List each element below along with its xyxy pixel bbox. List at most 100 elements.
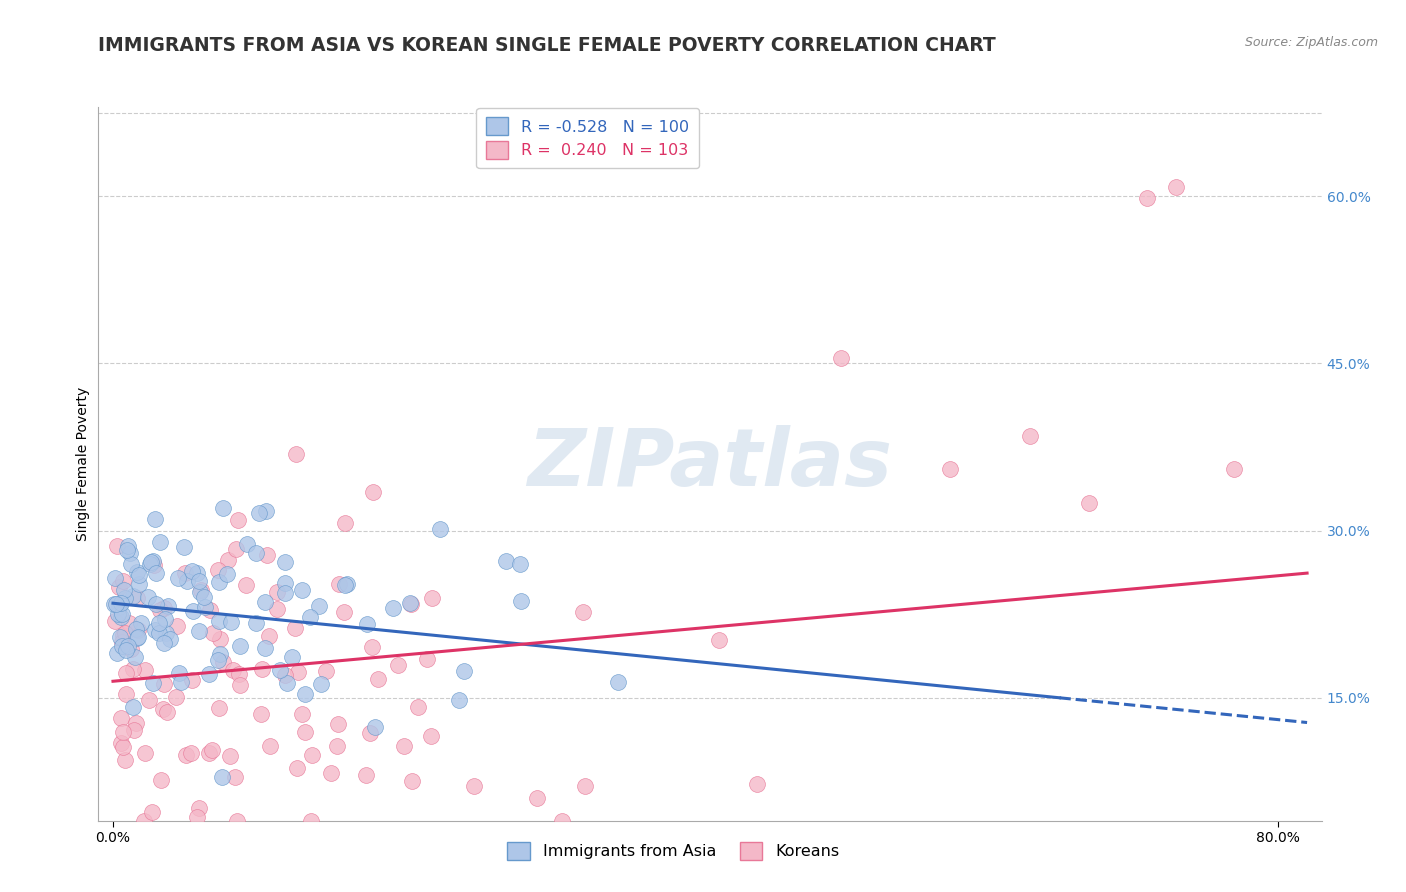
Text: ZIPatlas: ZIPatlas: [527, 425, 893, 503]
Point: [134, 663, 156, 677]
Point: [274, 668, 297, 682]
Point: [167, 571, 190, 585]
Point: [207, 653, 229, 667]
Point: [104, 597, 127, 611]
Text: Source: ZipAtlas.com: Source: ZipAtlas.com: [1244, 36, 1378, 49]
Point: [122, 723, 145, 738]
Point: [328, 577, 350, 591]
Point: [201, 743, 224, 757]
Point: [202, 625, 225, 640]
Point: [247, 506, 270, 520]
Point: [209, 647, 232, 661]
Point: [215, 566, 238, 581]
Point: [124, 649, 146, 664]
Point: [141, 805, 163, 820]
Point: [333, 605, 356, 619]
Point: [105, 539, 128, 553]
Point: [104, 571, 127, 585]
Point: [256, 548, 278, 562]
Point: [254, 595, 277, 609]
Point: [830, 351, 852, 365]
Point: [207, 563, 229, 577]
Point: [401, 774, 423, 789]
Point: [1136, 192, 1159, 206]
Point: [266, 585, 288, 599]
Point: [125, 566, 148, 580]
Point: [367, 673, 389, 687]
Point: [285, 761, 308, 775]
Point: [284, 621, 307, 635]
Point: [207, 701, 229, 715]
Point: [136, 590, 159, 604]
Point: [269, 664, 291, 678]
Point: [266, 602, 288, 616]
Point: [209, 632, 232, 647]
Point: [128, 576, 150, 591]
Point: [1164, 180, 1187, 194]
Point: [155, 625, 177, 640]
Point: [111, 607, 134, 622]
Point: [218, 749, 240, 764]
Point: [159, 632, 181, 646]
Point: [301, 748, 323, 763]
Point: [298, 610, 321, 624]
Point: [217, 553, 239, 567]
Point: [249, 706, 271, 721]
Point: [125, 591, 148, 606]
Point: [111, 739, 134, 754]
Point: [572, 605, 595, 619]
Point: [294, 687, 316, 701]
Point: [107, 580, 129, 594]
Point: [285, 447, 308, 461]
Point: [228, 678, 250, 692]
Point: [321, 765, 343, 780]
Point: [148, 616, 170, 631]
Point: [143, 512, 166, 526]
Point: [181, 604, 204, 618]
Point: [208, 615, 231, 629]
Point: [127, 623, 149, 637]
Point: [108, 630, 131, 644]
Point: [415, 652, 437, 666]
Point: [356, 616, 378, 631]
Point: [169, 675, 191, 690]
Point: [745, 777, 768, 791]
Point: [180, 746, 202, 760]
Point: [186, 566, 208, 580]
Point: [120, 642, 142, 657]
Point: [222, 663, 245, 677]
Point: [335, 516, 357, 530]
Point: [212, 656, 235, 670]
Point: [211, 770, 233, 784]
Point: [194, 599, 217, 614]
Point: [142, 554, 165, 568]
Point: [226, 513, 249, 527]
Point: [132, 814, 155, 828]
Point: [309, 677, 332, 691]
Point: [294, 724, 316, 739]
Point: [174, 566, 197, 580]
Point: [186, 810, 208, 824]
Point: [245, 546, 267, 560]
Point: [315, 664, 337, 678]
Point: [235, 578, 257, 592]
Point: [112, 574, 135, 588]
Point: [187, 801, 209, 815]
Point: [115, 642, 138, 657]
Point: [328, 717, 350, 731]
Point: [274, 586, 297, 600]
Point: [420, 591, 443, 605]
Point: [107, 607, 129, 622]
Point: [250, 662, 273, 676]
Point: [120, 546, 142, 560]
Point: [117, 639, 139, 653]
Point: [392, 739, 415, 753]
Point: [181, 565, 204, 579]
Point: [111, 724, 134, 739]
Point: [153, 600, 176, 615]
Point: [120, 558, 142, 572]
Point: [129, 615, 152, 630]
Point: [156, 599, 179, 614]
Point: [291, 583, 314, 598]
Point: [128, 568, 150, 582]
